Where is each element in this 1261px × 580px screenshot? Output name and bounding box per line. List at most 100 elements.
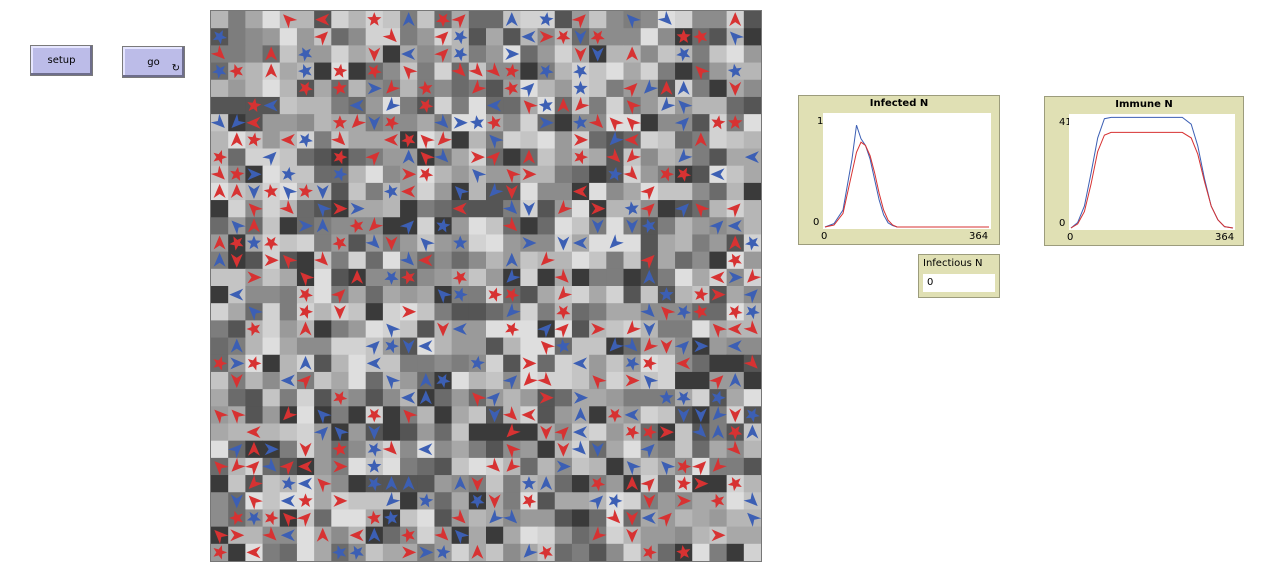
- turtle: [367, 64, 382, 79]
- turtle: [694, 132, 707, 147]
- turtle: [538, 98, 553, 113]
- patch: [279, 234, 298, 253]
- turtle: [332, 545, 347, 560]
- patch: [537, 406, 556, 424]
- turtle: [472, 392, 487, 407]
- world-view[interactable]: [210, 10, 762, 562]
- turtle: [728, 425, 743, 440]
- patch: [400, 234, 418, 253]
- turtle: [676, 391, 691, 406]
- patch: [554, 389, 573, 407]
- turtle: [368, 527, 381, 542]
- go-button[interactable]: go ↻: [122, 46, 185, 78]
- patch: [743, 457, 762, 476]
- setup-button[interactable]: setup: [30, 45, 93, 76]
- turtle: [643, 356, 657, 371]
- patch: [606, 440, 624, 459]
- turtle: [230, 374, 243, 389]
- turtle: [332, 115, 348, 129]
- patch: [709, 440, 728, 459]
- patch: [743, 28, 762, 46]
- turtle: [712, 323, 727, 338]
- turtle: [418, 254, 433, 267]
- turtle: [317, 409, 332, 424]
- patch: [640, 457, 659, 476]
- turtle: [591, 322, 606, 335]
- patch: [743, 165, 762, 184]
- patch: [417, 45, 435, 64]
- patch: [400, 423, 418, 442]
- patch: [400, 96, 418, 115]
- turtle: [471, 477, 484, 492]
- patch: [434, 337, 453, 356]
- patch: [434, 79, 453, 98]
- turtle: [333, 391, 348, 406]
- turtle: [505, 47, 520, 60]
- turtle: [505, 184, 518, 199]
- patch: [571, 457, 590, 476]
- turtle: [402, 476, 415, 491]
- patch: [262, 286, 281, 304]
- turtle: [402, 168, 417, 181]
- turtle: [676, 47, 691, 62]
- turtle: [265, 63, 278, 78]
- patch: [382, 526, 401, 545]
- turtle: [418, 443, 433, 456]
- patch: [348, 354, 367, 373]
- patch: [331, 509, 349, 528]
- turtle: [624, 133, 639, 146]
- patch: [296, 11, 315, 29]
- patch: [262, 337, 281, 356]
- turtle: [264, 236, 279, 251]
- patch: [228, 79, 246, 98]
- turtle: [434, 48, 449, 63]
- patch: [314, 337, 332, 356]
- patch: [279, 286, 298, 304]
- turtle: [452, 270, 467, 285]
- patch: [692, 320, 710, 339]
- turtle: [608, 166, 623, 181]
- patch: [434, 234, 453, 253]
- patch: [554, 131, 573, 149]
- turtle: [401, 528, 415, 543]
- turtle: [247, 218, 260, 233]
- patch: [486, 440, 504, 459]
- patch: [314, 131, 332, 149]
- patch: [417, 286, 435, 304]
- patch: [451, 96, 470, 115]
- turtle: [728, 305, 743, 320]
- patch: [486, 28, 504, 46]
- patch: [554, 406, 573, 424]
- patch: [434, 457, 453, 476]
- patch: [228, 303, 246, 321]
- patch: [211, 320, 229, 339]
- patch: [348, 182, 367, 201]
- patch: [211, 131, 229, 149]
- patch: [571, 303, 590, 321]
- patch: [228, 543, 246, 562]
- turtle: [349, 545, 364, 560]
- turtle: [678, 148, 693, 163]
- turtle: [626, 46, 639, 61]
- patch: [451, 148, 470, 167]
- patch: [211, 389, 229, 407]
- patch: [434, 354, 453, 373]
- patch: [657, 320, 676, 339]
- patch: [331, 320, 349, 339]
- patch: [382, 457, 401, 476]
- turtle: [434, 113, 449, 129]
- turtle: [247, 98, 262, 113]
- patch: [434, 406, 453, 424]
- patch: [692, 234, 710, 253]
- patch: [640, 45, 659, 64]
- patch: [468, 371, 487, 390]
- patch: [537, 165, 556, 184]
- turtle: [367, 477, 382, 492]
- turtle: [609, 337, 624, 352]
- turtle: [331, 131, 346, 146]
- turtle: [538, 545, 553, 560]
- patch: [451, 492, 470, 510]
- patch: [486, 268, 504, 287]
- patch: [606, 28, 624, 46]
- turtle: [485, 457, 500, 472]
